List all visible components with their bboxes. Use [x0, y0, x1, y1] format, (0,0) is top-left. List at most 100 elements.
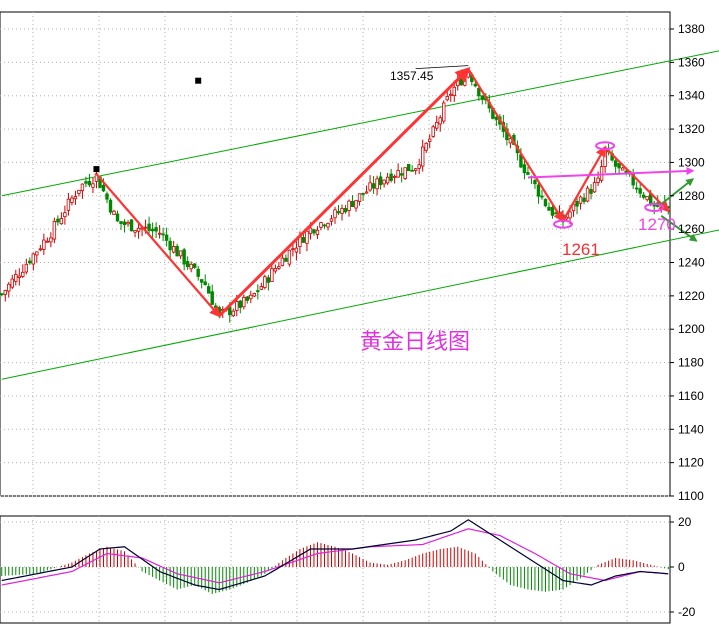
candle-body [182, 249, 186, 265]
price-tick-label: 1240 [678, 256, 705, 270]
candle-body [592, 182, 597, 193]
candle-body [270, 268, 274, 282]
candle-body [35, 251, 39, 256]
candle-body [77, 189, 81, 194]
candle-body [0, 293, 4, 296]
candle-body [154, 227, 158, 232]
candle-body [21, 271, 25, 277]
candle-body [445, 96, 449, 101]
candle-body [7, 283, 11, 292]
candle-body [87, 180, 92, 186]
candle-body [143, 226, 148, 229]
price-tick-label: 1160 [678, 389, 704, 403]
candle-body [235, 301, 239, 311]
candle-body [301, 237, 306, 243]
candle-body [575, 200, 579, 207]
candle-body [413, 168, 418, 171]
candle-body [42, 239, 46, 250]
candle-body [189, 263, 193, 270]
candle-body [617, 163, 621, 169]
candle-body [45, 240, 50, 243]
candle-body [91, 183, 95, 188]
candle-body [157, 232, 162, 235]
candle-body [17, 275, 21, 278]
level-marker [553, 219, 574, 229]
candle-body [73, 196, 78, 200]
candle-body [280, 257, 285, 267]
candle-body [540, 195, 544, 198]
candle-body [266, 277, 271, 283]
candle-body [336, 211, 341, 214]
price-tick-label: 1260 [678, 222, 705, 236]
candle-body [568, 211, 572, 219]
candle-body [168, 240, 172, 251]
price-tick-label: 1100 [678, 489, 704, 503]
trend-arrow [95, 173, 221, 318]
candle-body [175, 245, 179, 257]
price-tick-label: 1340 [678, 89, 705, 103]
candle-body [291, 248, 295, 251]
price-tick-label: 1320 [678, 122, 705, 136]
candle-body [38, 248, 43, 251]
overlays [93, 65, 698, 318]
candle-body [396, 170, 400, 178]
low-label: 1261 [562, 240, 600, 259]
candle-body [463, 75, 467, 86]
macd-signal-line [1, 528, 669, 586]
trend-channel [1, 50, 719, 380]
forecast-up-arrow [660, 178, 695, 205]
candle-body [70, 197, 74, 203]
candle-body [399, 173, 404, 176]
candle-body [56, 218, 60, 223]
candle-body [263, 276, 267, 288]
candle-body [171, 246, 176, 253]
candle-body [449, 93, 453, 96]
candle-body [354, 199, 358, 209]
candle-body [596, 177, 600, 183]
candle-body [382, 179, 386, 185]
channel-upper-line [1, 50, 719, 197]
candle-body [536, 184, 541, 197]
candle-body [340, 208, 344, 214]
peak-label: 1357.45 [390, 69, 434, 83]
price-panel-frame [0, 11, 671, 497]
candle-body [24, 263, 29, 273]
candle-body [480, 95, 485, 100]
candle-body [343, 208, 348, 213]
candle-body [164, 234, 169, 241]
candle-body [256, 290, 260, 293]
candle-body [350, 201, 355, 207]
candle-body [603, 149, 607, 167]
candle-body [634, 187, 639, 190]
candle-body [150, 228, 155, 232]
candle-body [178, 250, 183, 257]
candle-body [385, 176, 390, 184]
candle-body [105, 193, 109, 200]
candle-body [585, 187, 590, 202]
macd-tick-label: -20 [678, 605, 696, 619]
candle-body [508, 138, 513, 144]
trend-arrow [562, 145, 607, 222]
candle-body [333, 209, 337, 219]
candle-body [259, 286, 264, 290]
candle-body [161, 233, 165, 236]
candle-body [3, 290, 7, 295]
candle-body [641, 194, 646, 198]
candle-body [66, 198, 71, 211]
resistance-line [527, 167, 695, 179]
candle-body [315, 229, 320, 235]
price-tick-label: 1200 [678, 322, 705, 336]
price-tick-label: 1120 [678, 456, 704, 470]
trend-arrow [604, 146, 670, 213]
candle-body [550, 206, 555, 216]
level-marker [595, 141, 616, 151]
candle-body [638, 188, 642, 194]
candle-body [94, 173, 99, 182]
candle-body [319, 222, 323, 228]
macd-tick-label: 0 [678, 560, 685, 574]
candle-body [108, 199, 113, 213]
candle-body [322, 224, 327, 227]
candle-body [273, 268, 278, 272]
candle-body [477, 87, 481, 97]
candle-body [284, 257, 288, 262]
